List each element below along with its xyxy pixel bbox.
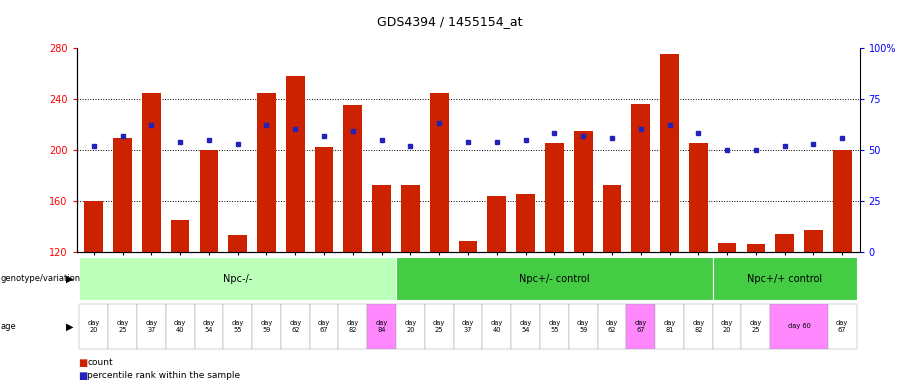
Text: day
59: day 59 bbox=[577, 320, 590, 333]
Text: day
54: day 54 bbox=[519, 320, 532, 333]
Bar bbox=[569, 303, 598, 349]
Text: Npc+/+ control: Npc+/+ control bbox=[747, 274, 823, 284]
Text: ▶: ▶ bbox=[66, 321, 73, 331]
Bar bbox=[626, 303, 655, 349]
Text: day
55: day 55 bbox=[548, 320, 561, 333]
Text: day
20: day 20 bbox=[404, 320, 417, 333]
Bar bbox=[832, 150, 851, 252]
Text: day
81: day 81 bbox=[663, 320, 676, 333]
Bar bbox=[229, 235, 248, 252]
Bar bbox=[338, 303, 367, 349]
Bar bbox=[511, 303, 540, 349]
Text: day
20: day 20 bbox=[87, 320, 100, 333]
Text: ■: ■ bbox=[78, 371, 87, 381]
Bar bbox=[540, 303, 569, 349]
Text: day
62: day 62 bbox=[289, 320, 302, 333]
Bar bbox=[770, 303, 828, 349]
Bar bbox=[545, 143, 563, 252]
Text: day
25: day 25 bbox=[116, 320, 129, 333]
Bar bbox=[79, 258, 396, 300]
Text: day 60: day 60 bbox=[788, 323, 811, 329]
Bar bbox=[108, 303, 137, 349]
Text: day
67: day 67 bbox=[836, 320, 849, 333]
Text: day
67: day 67 bbox=[318, 320, 330, 333]
Text: day
40: day 40 bbox=[174, 320, 186, 333]
Bar bbox=[661, 55, 679, 252]
Text: day
54: day 54 bbox=[202, 320, 215, 333]
Text: day
59: day 59 bbox=[260, 320, 273, 333]
Text: Npc+/- control: Npc+/- control bbox=[519, 274, 590, 284]
Bar bbox=[459, 242, 477, 252]
Bar bbox=[281, 303, 310, 349]
Text: day
25: day 25 bbox=[750, 320, 762, 333]
Text: ▶: ▶ bbox=[66, 274, 73, 284]
Bar bbox=[401, 185, 419, 252]
Text: day
84: day 84 bbox=[375, 320, 388, 333]
Bar bbox=[454, 303, 482, 349]
Bar bbox=[373, 185, 391, 252]
Bar bbox=[598, 303, 626, 349]
Bar bbox=[344, 105, 362, 252]
Bar bbox=[717, 243, 736, 252]
Text: ■: ■ bbox=[78, 358, 87, 368]
Bar bbox=[396, 303, 425, 349]
Bar bbox=[688, 143, 707, 252]
Bar bbox=[396, 258, 713, 300]
Bar bbox=[574, 131, 592, 252]
Bar bbox=[113, 138, 132, 252]
Text: age: age bbox=[1, 322, 16, 331]
Bar bbox=[713, 303, 742, 349]
Bar bbox=[655, 303, 684, 349]
Bar bbox=[286, 76, 304, 252]
Bar bbox=[171, 220, 190, 252]
Bar bbox=[632, 104, 650, 252]
Bar bbox=[746, 244, 765, 252]
Text: day
82: day 82 bbox=[346, 320, 359, 333]
Text: day
20: day 20 bbox=[721, 320, 734, 333]
Text: day
55: day 55 bbox=[231, 320, 244, 333]
Text: day
37: day 37 bbox=[145, 320, 158, 333]
Text: GDS4394 / 1455154_at: GDS4394 / 1455154_at bbox=[377, 15, 523, 28]
Bar bbox=[194, 303, 223, 349]
Text: day
67: day 67 bbox=[634, 320, 647, 333]
Text: day
37: day 37 bbox=[462, 320, 474, 333]
Text: day
40: day 40 bbox=[491, 320, 503, 333]
Bar bbox=[166, 303, 194, 349]
Text: count: count bbox=[87, 358, 112, 367]
Bar bbox=[79, 303, 108, 349]
Bar bbox=[804, 230, 823, 252]
Bar bbox=[137, 303, 166, 349]
Text: Npc-/-: Npc-/- bbox=[223, 274, 252, 284]
Bar bbox=[828, 303, 857, 349]
Bar bbox=[425, 303, 454, 349]
Bar bbox=[488, 195, 506, 252]
Bar bbox=[315, 147, 333, 252]
Bar bbox=[223, 303, 252, 349]
Bar bbox=[142, 93, 161, 252]
Text: day
62: day 62 bbox=[606, 320, 618, 333]
Bar bbox=[257, 93, 275, 252]
Bar bbox=[603, 185, 621, 252]
Text: percentile rank within the sample: percentile rank within the sample bbox=[87, 371, 240, 380]
Text: genotype/variation: genotype/variation bbox=[1, 274, 81, 283]
Bar bbox=[775, 234, 794, 252]
Bar bbox=[200, 150, 219, 252]
Bar bbox=[252, 303, 281, 349]
Bar bbox=[742, 303, 770, 349]
Bar bbox=[713, 258, 857, 300]
Text: day
25: day 25 bbox=[433, 320, 446, 333]
Text: day
82: day 82 bbox=[692, 320, 705, 333]
Bar bbox=[367, 303, 396, 349]
Bar bbox=[430, 93, 448, 252]
Bar bbox=[517, 194, 535, 252]
Bar bbox=[482, 303, 511, 349]
Bar bbox=[310, 303, 338, 349]
Bar bbox=[85, 200, 104, 252]
Bar bbox=[684, 303, 713, 349]
